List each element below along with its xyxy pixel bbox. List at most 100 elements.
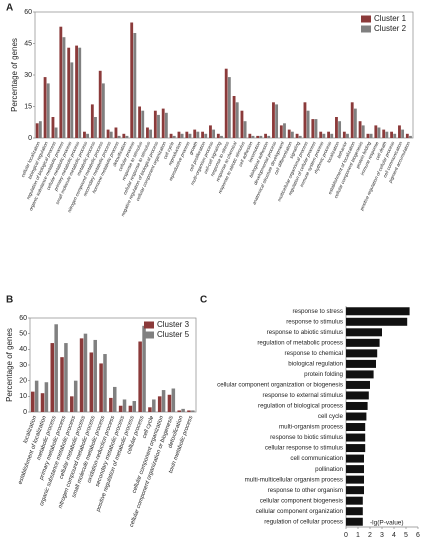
bar xyxy=(94,117,97,138)
bar xyxy=(109,397,113,412)
bar xyxy=(346,317,408,326)
bar xyxy=(60,357,64,412)
bar xyxy=(346,433,366,442)
bar xyxy=(264,133,267,138)
bar xyxy=(374,125,378,138)
bar xyxy=(212,129,216,138)
bar xyxy=(298,135,302,138)
y-tick-label: cellular response to stimulus xyxy=(265,445,343,452)
bar xyxy=(346,370,374,379)
bar xyxy=(157,114,160,138)
bar xyxy=(152,399,156,412)
bar xyxy=(342,131,346,138)
bar xyxy=(216,133,220,138)
bar xyxy=(346,486,364,495)
bar xyxy=(227,77,231,138)
bar xyxy=(322,133,326,138)
bar xyxy=(171,388,176,412)
bar xyxy=(346,465,364,474)
bar xyxy=(377,127,381,138)
bar xyxy=(346,349,378,358)
bar xyxy=(330,133,334,138)
y-tick-label: regulation of cellular process xyxy=(264,518,343,525)
bar xyxy=(44,382,49,412)
bar xyxy=(275,104,279,138)
bar xyxy=(335,117,338,138)
bar xyxy=(385,131,389,138)
bar xyxy=(187,410,191,412)
bar xyxy=(167,394,172,412)
bar xyxy=(240,110,244,138)
y-tick-label: multi-multicellular organism process xyxy=(245,476,343,483)
bar xyxy=(366,133,370,138)
bar xyxy=(99,363,103,412)
bar xyxy=(188,133,192,138)
bar xyxy=(103,354,107,412)
bar xyxy=(311,119,315,138)
bar xyxy=(122,399,127,412)
bar xyxy=(220,135,223,138)
x-tick-label: 2 xyxy=(368,532,372,539)
panel-letter: A xyxy=(6,3,13,14)
bar xyxy=(209,125,212,138)
legend-label: Cluster 3 xyxy=(157,320,190,329)
bar xyxy=(346,338,380,347)
bar xyxy=(138,106,141,138)
bar xyxy=(248,133,252,138)
y-tick-label: cell communication xyxy=(290,455,343,462)
bar xyxy=(327,131,330,138)
bar xyxy=(90,104,94,138)
bar xyxy=(172,135,176,138)
bar xyxy=(161,108,165,138)
bar xyxy=(346,380,370,389)
legend-label: Cluster 1 xyxy=(374,14,407,23)
bar xyxy=(191,410,195,412)
bar xyxy=(70,62,74,138)
y-tick-label: 10 xyxy=(19,393,27,400)
bar xyxy=(54,127,58,138)
x-tick-label: 1 xyxy=(356,532,360,539)
bar xyxy=(319,131,323,138)
y-tick-label: 60 xyxy=(24,9,32,16)
bar xyxy=(132,401,137,412)
bar xyxy=(128,405,133,412)
bar xyxy=(93,339,97,412)
legend-swatch xyxy=(361,25,371,33)
bar xyxy=(177,410,181,412)
bar xyxy=(314,119,318,138)
bar xyxy=(157,396,162,412)
bar xyxy=(113,386,117,412)
bar xyxy=(181,408,185,412)
y-tick-label: 30 xyxy=(19,362,27,369)
bar xyxy=(279,125,283,138)
bar xyxy=(75,45,78,138)
bar xyxy=(118,405,123,412)
bar xyxy=(125,135,129,138)
bar xyxy=(34,380,39,412)
bar xyxy=(83,131,86,138)
panel-letter: B xyxy=(6,295,13,306)
y-tick-label: cellular component organization or bioge… xyxy=(217,382,343,389)
bar xyxy=(346,454,364,463)
bar xyxy=(346,496,363,505)
bar xyxy=(130,22,134,138)
bar xyxy=(142,325,146,412)
y-tick-label: cellular component organization xyxy=(256,508,344,515)
bar xyxy=(382,129,386,138)
y-tick-label: 60 xyxy=(19,315,27,322)
bar xyxy=(70,396,74,412)
bar xyxy=(101,83,105,138)
bar xyxy=(350,102,354,138)
bar xyxy=(67,47,71,139)
y-tick-label: pollination xyxy=(315,466,343,473)
bar xyxy=(38,121,42,138)
bar xyxy=(346,359,376,368)
y-tick-label: response to stress xyxy=(292,308,343,315)
legend-label: Cluster 2 xyxy=(374,24,407,33)
y-tick-label: 50 xyxy=(19,331,27,338)
bar xyxy=(346,517,363,526)
bar xyxy=(243,121,247,138)
x-tick-label: 0 xyxy=(344,532,348,539)
bar xyxy=(204,133,208,138)
bar xyxy=(54,324,58,412)
